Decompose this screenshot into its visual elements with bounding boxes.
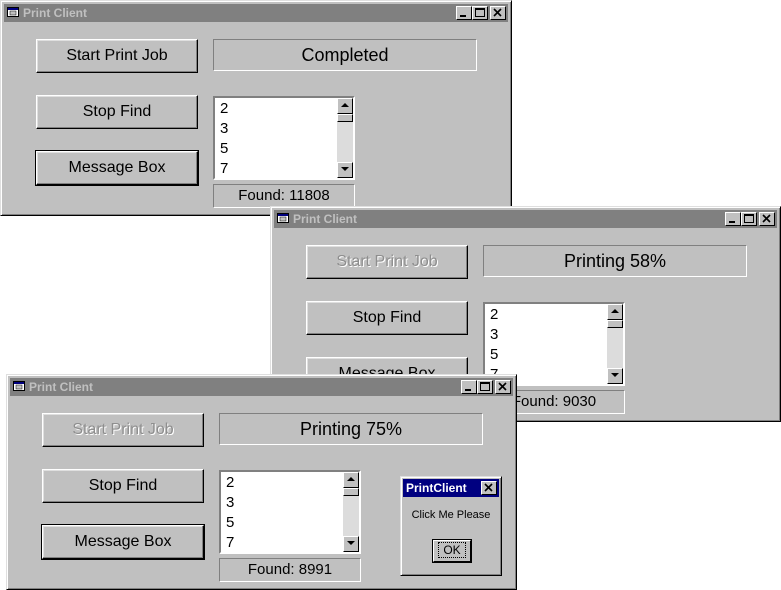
app-icon <box>7 7 19 17</box>
window-title: Print Client <box>293 212 358 226</box>
vertical-scrollbar[interactable] <box>607 304 623 384</box>
list-item[interactable]: 7 <box>220 160 229 177</box>
primes-listbox[interactable]: 2 3 5 7 <box>483 302 625 386</box>
arrow-up-icon <box>347 477 355 481</box>
scroll-up-button[interactable] <box>343 472 359 488</box>
list-item[interactable]: 5 <box>220 140 229 157</box>
window-title: Print Client <box>29 380 94 394</box>
found-count: Found: 8991 <box>219 558 361 582</box>
close-button[interactable] <box>495 380 511 394</box>
close-button[interactable] <box>490 6 506 20</box>
close-button[interactable] <box>759 212 775 226</box>
app-icon <box>277 213 289 223</box>
maximize-button[interactable] <box>472 6 488 20</box>
print-client-window-3: Print Client Start Print Job Printing 75… <box>6 374 517 590</box>
found-count: Found: 11808 <box>213 184 355 208</box>
scroll-down-button[interactable] <box>607 368 623 384</box>
stop-find-button[interactable]: Stop Find <box>42 469 204 503</box>
close-icon <box>484 483 493 492</box>
vertical-scrollbar[interactable] <box>337 98 353 178</box>
scroll-thumb[interactable] <box>607 320 623 328</box>
maximize-button[interactable] <box>477 380 493 394</box>
minimize-button[interactable] <box>456 6 472 20</box>
printclient-message-dialog: PrintClient Click Me Please OK <box>400 476 502 576</box>
dialog-title-bar[interactable]: PrintClient <box>403 479 499 497</box>
status-display: Printing 58% <box>483 245 747 277</box>
scroll-thumb[interactable] <box>337 114 353 122</box>
close-icon <box>498 382 507 391</box>
arrow-up-icon <box>341 103 349 107</box>
minimize-icon <box>729 221 735 223</box>
dialog-title: PrintClient <box>406 481 467 495</box>
message-box-button[interactable]: Message Box <box>41 524 205 560</box>
minimize-icon <box>465 389 471 391</box>
maximize-icon <box>480 382 490 391</box>
stop-find-button[interactable]: Stop Find <box>306 301 468 335</box>
dialog-close-button[interactable] <box>481 481 497 495</box>
minimize-button[interactable] <box>725 212 741 226</box>
ok-button-label: OK <box>438 542 466 558</box>
list-item[interactable]: 3 <box>226 494 235 511</box>
primes-listbox[interactable]: 2 3 5 7 <box>219 470 361 554</box>
arrow-down-icon <box>611 373 619 377</box>
app-icon <box>13 381 25 391</box>
scroll-thumb[interactable] <box>343 488 359 496</box>
scroll-down-button[interactable] <box>337 162 353 178</box>
maximize-icon <box>744 214 754 223</box>
list-item[interactable]: 7 <box>226 534 235 551</box>
minimize-icon <box>460 15 466 17</box>
list-item[interactable]: 3 <box>490 326 499 343</box>
maximize-icon <box>475 8 485 17</box>
status-display: Completed <box>213 39 477 71</box>
close-icon <box>493 8 502 17</box>
title-bar[interactable]: Print Client <box>274 210 777 228</box>
list-item[interactable]: 2 <box>490 306 499 323</box>
minimize-button[interactable] <box>461 380 477 394</box>
list-item[interactable]: 2 <box>226 474 235 491</box>
message-box-button[interactable]: Message Box <box>35 150 199 186</box>
dialog-message: Click Me Please <box>411 509 491 521</box>
list-item[interactable]: 5 <box>490 346 499 363</box>
start-print-job-button[interactable]: Start Print Job <box>306 245 468 279</box>
window-title: Print Client <box>23 6 88 20</box>
list-item[interactable]: 2 <box>220 100 229 117</box>
arrow-down-icon <box>347 541 355 545</box>
print-client-window-2: Print Client Start Print Job Printing 58… <box>270 206 781 422</box>
ok-button[interactable]: OK <box>432 539 472 563</box>
arrow-down-icon <box>341 167 349 171</box>
title-bar[interactable]: Print Client <box>4 4 508 22</box>
list-item[interactable]: 3 <box>220 120 229 137</box>
close-icon <box>762 214 771 223</box>
arrow-up-icon <box>611 309 619 313</box>
scroll-down-button[interactable] <box>343 536 359 552</box>
status-display: Printing 75% <box>219 413 483 445</box>
stop-find-button[interactable]: Stop Find <box>36 95 198 129</box>
maximize-button[interactable] <box>741 212 757 226</box>
print-client-window-1: Print Client Start Print Job Completed S… <box>0 0 512 216</box>
title-bar[interactable]: Print Client <box>10 378 513 396</box>
primes-listbox[interactable]: 2 3 5 7 <box>213 96 355 180</box>
start-print-job-button[interactable]: Start Print Job <box>36 39 198 73</box>
scroll-up-button[interactable] <box>607 304 623 320</box>
start-print-job-button[interactable]: Start Print Job <box>42 413 204 447</box>
list-item[interactable]: 5 <box>226 514 235 531</box>
scroll-up-button[interactable] <box>337 98 353 114</box>
vertical-scrollbar[interactable] <box>343 472 359 552</box>
